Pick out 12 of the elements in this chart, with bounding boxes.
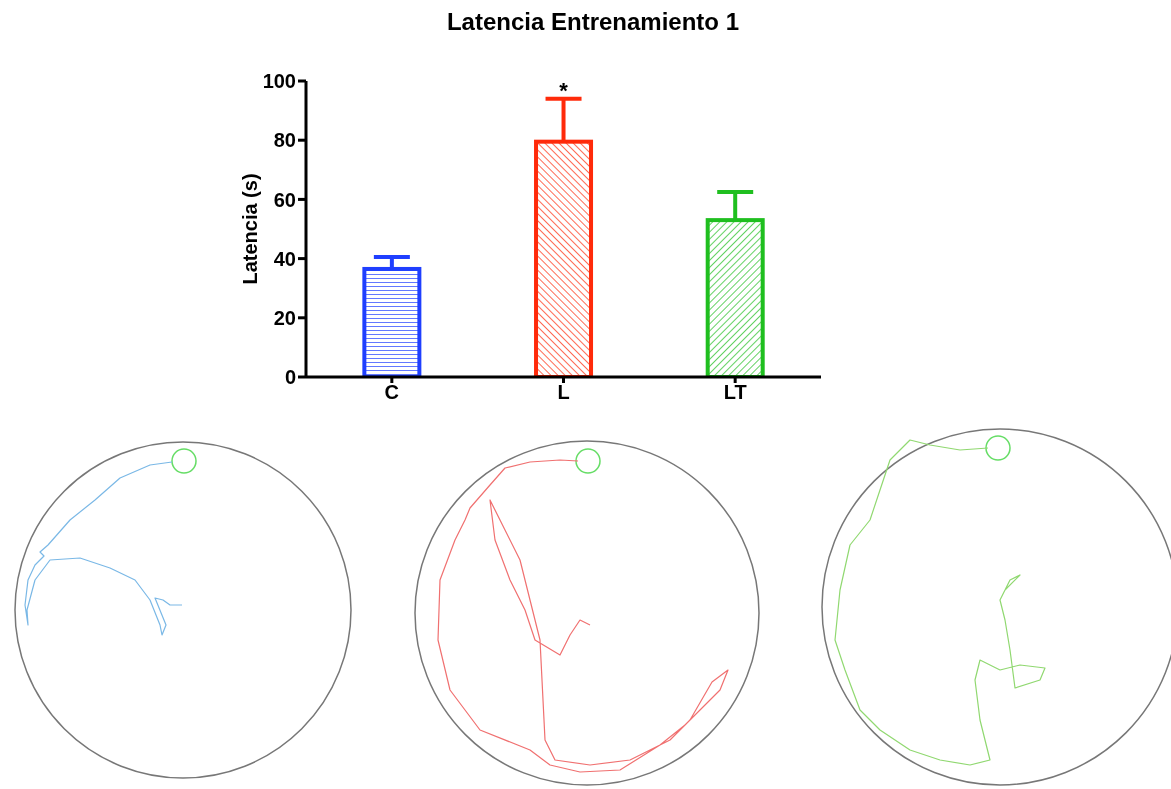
annotation: * — [559, 77, 569, 103]
y-tick-label: 0 — [284, 366, 296, 389]
y-axis-title: Latencia (s) — [239, 173, 262, 285]
y-tick-label: 40 — [273, 247, 296, 270]
y-tick-label: 100 — [262, 70, 296, 93]
x-tick-label: L — [557, 381, 570, 404]
y-tick-label: 20 — [273, 306, 296, 329]
y-tick-label: 80 — [273, 129, 296, 152]
x-tick-label: C — [384, 381, 400, 404]
y-tick-label: 60 — [273, 188, 296, 211]
chart-title: Latencia Entrenamiento 1 — [445, 8, 741, 36]
x-tick-label: LT — [723, 381, 747, 404]
